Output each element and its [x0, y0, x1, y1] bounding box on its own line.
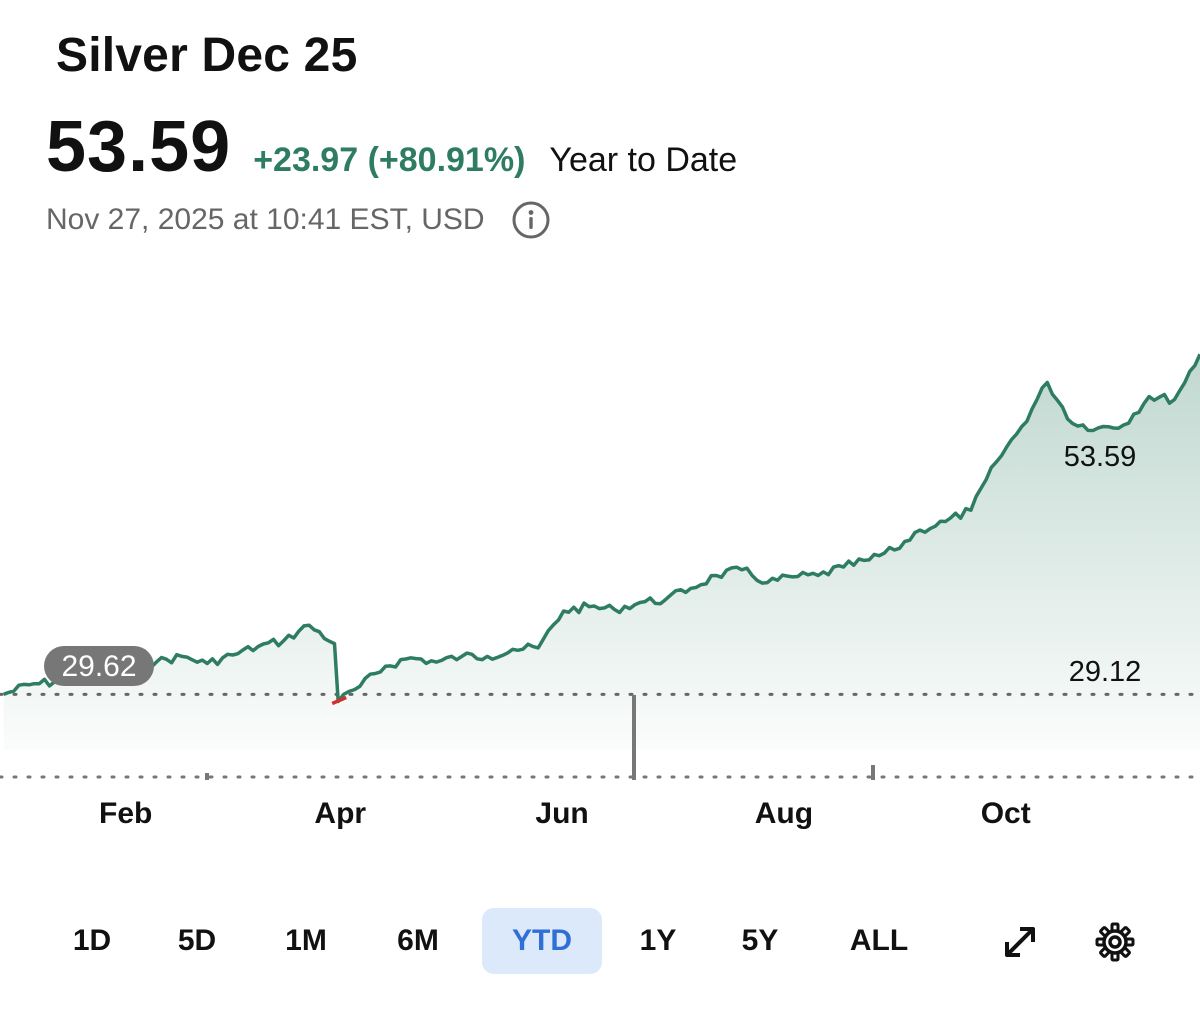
range-button-5y[interactable]: 5Y — [741, 924, 779, 957]
range-button-5d[interactable]: 5D — [177, 924, 217, 957]
timestamp: Nov 27, 2025 at 10:41 EST, USD — [46, 203, 485, 236]
instrument-title: Silver Dec 25 — [56, 29, 358, 82]
range-button-6m[interactable]: 6M — [397, 924, 439, 957]
price-line — [2, 353, 1200, 704]
start-price-label: 29.62 — [61, 650, 136, 683]
range-button-ytd[interactable]: YTD — [482, 908, 602, 974]
volume-bar — [632, 695, 636, 780]
low-price-label: 29.12 — [1069, 656, 1142, 688]
period-label: Year to Date — [549, 141, 738, 179]
volume-bar — [205, 773, 209, 780]
x-tick-label: Aug — [755, 797, 813, 830]
current-price: 53.59 — [46, 107, 232, 187]
expand-icon[interactable] — [1000, 922, 1040, 962]
x-tick-label: Apr — [314, 797, 366, 830]
high-price-label: 53.59 — [1064, 441, 1137, 473]
x-tick-label: Feb — [99, 797, 152, 830]
x-tick-label: Oct — [981, 797, 1031, 830]
price-area-fill — [3, 354, 1200, 750]
x-tick-label: Jun — [535, 797, 588, 830]
range-button-1m[interactable]: 1M — [285, 924, 327, 957]
price-drop-segment — [331, 695, 347, 706]
range-button-1d[interactable]: 1D — [72, 924, 112, 957]
price-change: +23.97 (+80.91%) — [253, 141, 526, 179]
timestamp-row: Nov 27, 2025 at 10:41 EST, USD — [46, 200, 551, 240]
price-row: 53.59 +23.97 (+80.91%) Year to Date — [46, 106, 737, 188]
info-icon[interactable] — [511, 200, 551, 240]
start-price-pill — [44, 646, 154, 686]
price-chart[interactable]: 29.62 53.59 29.12 Feb Apr Jun Aug Oct — [0, 0, 1200, 860]
gear-icon[interactable] — [1095, 922, 1135, 962]
range-selector: 1D 5D 1M 6M YTD 1Y 5Y ALL — [0, 908, 1200, 976]
range-button-1y[interactable]: 1Y — [639, 924, 677, 957]
range-button-all[interactable]: ALL — [849, 924, 909, 957]
volume-bar — [871, 765, 875, 780]
